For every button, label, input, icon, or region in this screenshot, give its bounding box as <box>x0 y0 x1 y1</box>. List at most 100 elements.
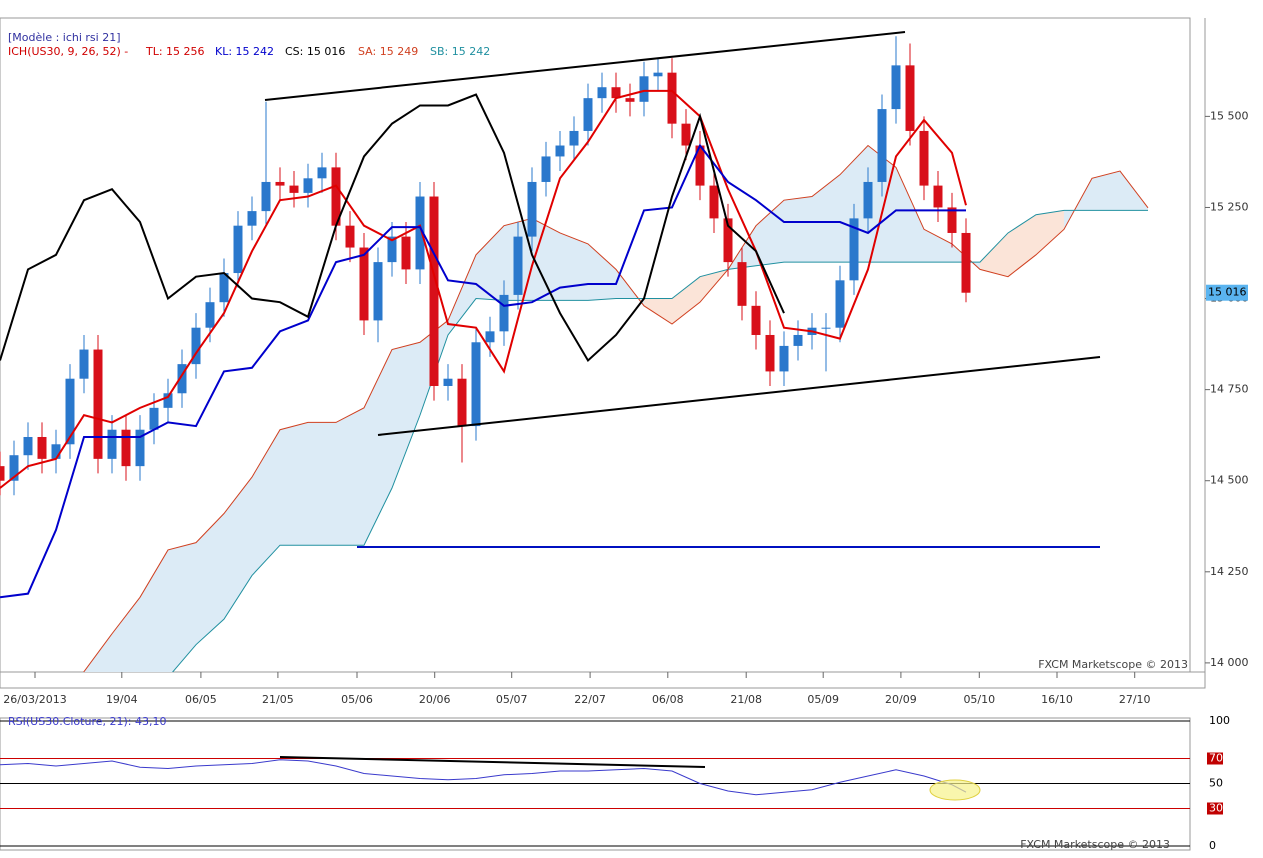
rsi-trendline <box>279 756 706 768</box>
candle-body <box>191 327 201 365</box>
candle-body <box>387 236 397 263</box>
y-tick-label: 14 500 <box>1210 474 1249 487</box>
candle-body <box>457 378 467 427</box>
candle-body <box>359 247 369 321</box>
candle-body <box>247 211 257 226</box>
candle-body <box>527 181 537 237</box>
cloud-fill <box>252 429 280 576</box>
cloud-fill <box>1092 171 1120 211</box>
date-axis <box>0 671 1206 689</box>
rsi-tick-label: 0 <box>1209 839 1216 852</box>
candle-body <box>891 65 901 110</box>
candle-body <box>275 181 285 186</box>
candle-body <box>765 334 775 372</box>
candle-body <box>611 87 621 99</box>
candle-body <box>163 393 173 408</box>
candle-body <box>905 65 915 131</box>
rsi-tick-label: 50 <box>1209 777 1223 790</box>
candle-body <box>863 181 873 219</box>
candle-body <box>737 262 747 306</box>
candle-body <box>723 218 733 263</box>
x-tick-label: 05/07 <box>496 693 528 706</box>
cloud-fill <box>308 422 336 546</box>
cloud-fill <box>168 542 196 672</box>
cloud-fill <box>364 349 392 546</box>
candle-body <box>653 72 663 77</box>
x-tick-label: 27/10 <box>1119 693 1151 706</box>
rsi-tick-bg <box>1207 752 1223 765</box>
x-tick-label: 05/10 <box>963 693 995 706</box>
x-tick-label: 21/05 <box>262 693 294 706</box>
candle-body <box>149 407 159 430</box>
candle-body <box>135 429 145 467</box>
cloud-fill <box>280 422 308 546</box>
cloud-fill <box>448 254 476 335</box>
cloud-fill <box>532 218 560 301</box>
candle-body <box>65 378 75 445</box>
candle-body <box>121 429 131 467</box>
indicator-line <box>0 93 785 363</box>
trendline <box>264 31 906 101</box>
senkou-b <box>172 209 1148 672</box>
candle-body <box>667 72 677 124</box>
last-price-label: 15 016 <box>1208 286 1247 299</box>
x-tick-label: 22/07 <box>574 693 606 706</box>
cloud-fill <box>784 196 812 263</box>
rsi-tick-bg <box>1207 840 1223 852</box>
x-tick-label: 26/03/2013 <box>3 693 66 706</box>
candle-body <box>625 98 635 102</box>
indicator-line <box>0 143 966 599</box>
watermark: FXCM Marketscope © 2013 <box>1020 838 1170 851</box>
cloud-fill <box>224 477 252 620</box>
candle-body <box>947 207 957 233</box>
x-tick-label: 06/05 <box>185 693 217 706</box>
candle-body <box>709 185 719 219</box>
rsi-label: RSI(US30.Cloture, 21): 43,10 <box>8 715 166 728</box>
candle-body <box>37 436 47 459</box>
trendline <box>377 356 1101 436</box>
x-tick-label: 16/10 <box>1041 693 1073 706</box>
candle-body <box>849 218 859 281</box>
x-tick-label: 19/04 <box>106 693 138 706</box>
y-tick-label: 15 500 <box>1210 109 1249 122</box>
legend-cs: CS: 15 016 <box>285 45 345 58</box>
candle-body <box>79 349 89 379</box>
cloud-fill <box>336 407 364 546</box>
rsi-line <box>0 759 967 796</box>
candle-body <box>933 185 943 208</box>
cloud-fill <box>980 232 1008 277</box>
candle-body <box>821 327 831 329</box>
candle-body <box>93 349 103 459</box>
rsi-tick-label: 30 <box>1209 802 1223 815</box>
candle-body <box>331 167 341 226</box>
rsi-tick-bg <box>1207 802 1223 815</box>
legend-sb: SB: 15 242 <box>430 45 490 58</box>
candle-body <box>877 109 887 182</box>
candle-body <box>681 123 691 146</box>
candle-body <box>695 145 705 186</box>
candle-body <box>51 444 61 459</box>
y-tick-label: 14 000 <box>1210 656 1249 669</box>
x-tick-label: 05/06 <box>341 693 373 706</box>
cloud-fill <box>672 276 700 325</box>
candle-body <box>429 196 439 386</box>
candle-body <box>961 232 971 293</box>
candle-body <box>639 76 649 102</box>
cloud-fill <box>896 167 924 263</box>
cloud-fill <box>1008 214 1036 277</box>
candle-body <box>793 334 803 346</box>
candle-body <box>779 345 789 372</box>
candle-body <box>555 145 565 157</box>
y-tick-label: 14 750 <box>1210 383 1249 396</box>
cloud-fill <box>644 298 672 325</box>
candle-body <box>415 196 425 270</box>
legend-kl: KL: 15 242 <box>215 45 274 58</box>
candle-body <box>233 225 243 274</box>
cloud-fill <box>924 229 952 263</box>
cloud-fill <box>112 597 140 672</box>
candle-body <box>0 466 5 481</box>
senkou-a <box>83 144 1149 672</box>
cloud-fill <box>868 145 896 263</box>
last-price-box <box>1206 284 1248 301</box>
